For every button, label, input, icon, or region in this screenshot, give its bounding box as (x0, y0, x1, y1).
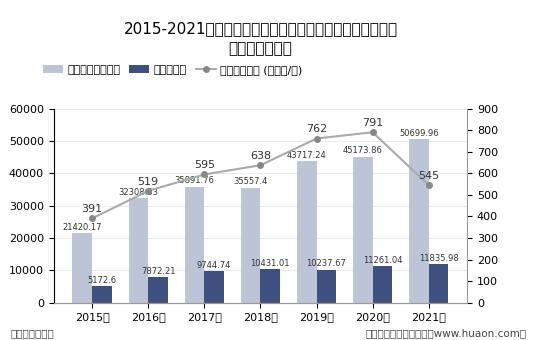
Bar (148, 277, 168, 303)
Legend: 房屋建筑施工面积, 新开工面积, 人均施工面积 (平方米/人): 房屋建筑施工面积, 新开工面积, 人均施工面积 (平方米/人) (39, 60, 307, 79)
Text: 5172.6: 5172.6 (88, 276, 117, 285)
Bar (353, 157, 373, 303)
Text: 11835.98: 11835.98 (419, 254, 459, 263)
Text: 595: 595 (194, 160, 215, 170)
Bar (409, 139, 429, 303)
Text: 11261.04: 11261.04 (362, 256, 402, 265)
Bar (260, 269, 280, 303)
Bar (429, 265, 448, 303)
人均施工面积 (平方米/人) (89, 216, 96, 220)
Bar (373, 266, 393, 303)
Text: 32308.33: 32308.33 (119, 188, 158, 197)
人均施工面积 (平方米/人) (201, 172, 208, 176)
人均施工面积 (平方米/人) (313, 136, 320, 140)
Text: 10237.67: 10237.67 (307, 259, 346, 268)
Bar (185, 187, 205, 303)
Text: 单位：万平方米: 单位：万平方米 (11, 328, 54, 338)
Text: 9744.74: 9744.74 (197, 261, 231, 270)
Bar (316, 270, 336, 303)
人均施工面积 (平方米/人) (257, 163, 264, 167)
Line: 人均施工面积 (平方米/人): 人均施工面积 (平方米/人) (89, 130, 432, 221)
Bar (205, 271, 224, 303)
Text: 35557.4: 35557.4 (234, 177, 268, 186)
Text: 43717.24: 43717.24 (287, 151, 326, 160)
Text: 545: 545 (418, 171, 439, 181)
Text: 762: 762 (306, 124, 327, 134)
Text: 50699.96: 50699.96 (399, 129, 439, 138)
Title: 2015-2021年湖北国有及国有控股建筑业房屋施工、新开工
及人均施工面积: 2015-2021年湖北国有及国有控股建筑业房屋施工、新开工 及人均施工面积 (124, 21, 397, 56)
Text: 制图：华经产业研究院（www.huaon.com）: 制图：华经产业研究院（www.huaon.com） (365, 328, 526, 338)
Text: 391: 391 (82, 204, 103, 214)
Text: 10431.01: 10431.01 (251, 259, 290, 268)
人均施工面积 (平方米/人) (369, 130, 376, 134)
Bar (128, 198, 148, 303)
人均施工面积 (平方米/人) (425, 183, 432, 187)
Text: 638: 638 (250, 151, 271, 161)
Text: 791: 791 (362, 118, 383, 128)
Text: 45173.86: 45173.86 (343, 147, 383, 155)
Text: 21420.17: 21420.17 (63, 223, 102, 232)
Text: 519: 519 (137, 176, 159, 187)
Bar (92, 286, 112, 303)
Bar (297, 162, 316, 303)
Bar (241, 188, 260, 303)
人均施工面积 (平方米/人) (145, 189, 151, 193)
Text: 7872.21: 7872.21 (141, 267, 175, 276)
Text: 35891.76: 35891.76 (175, 176, 214, 185)
Bar (72, 234, 92, 303)
